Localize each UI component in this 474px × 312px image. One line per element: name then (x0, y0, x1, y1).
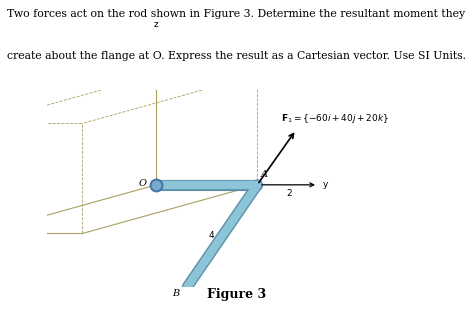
Text: $\mathbf{F}_1 = \{-60i + 40j + 20k\}$: $\mathbf{F}_1 = \{-60i + 40j + 20k\}$ (281, 112, 389, 125)
Text: O: O (138, 179, 146, 188)
Text: B: B (173, 289, 180, 298)
Text: z: z (154, 20, 159, 29)
Text: Figure 3: Figure 3 (208, 288, 266, 301)
Text: 2: 2 (286, 189, 292, 198)
Text: 4: 4 (209, 231, 215, 240)
Text: A: A (261, 170, 268, 179)
Text: create about the flange at O. Express the result as a Cartesian vector. Use SI U: create about the flange at O. Express th… (7, 51, 466, 61)
Text: Two forces act on the rod shown in Figure 3. Determine the resultant moment they: Two forces act on the rod shown in Figur… (7, 9, 465, 19)
Text: y: y (323, 180, 328, 189)
